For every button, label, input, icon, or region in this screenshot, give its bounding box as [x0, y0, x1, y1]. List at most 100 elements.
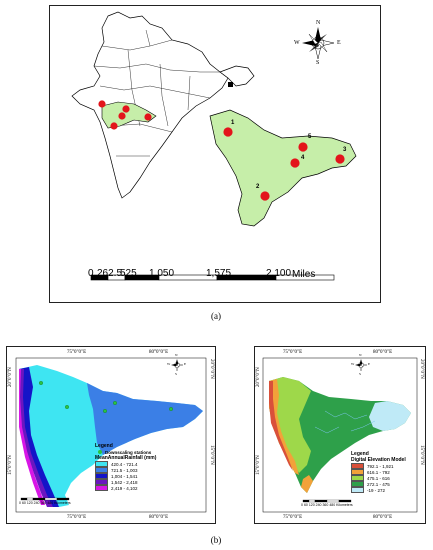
compass-a-w: W — [294, 40, 300, 46]
scale-tick-1575: 1,575 — [206, 268, 232, 279]
dem-scale-t3: 240 — [315, 503, 322, 507]
rain-station-1 — [39, 381, 43, 385]
panel-b-right-frame: 75°0"0"E 80°0"0"E 75°0"0"E 80°0"0"E 20°0… — [254, 346, 426, 524]
rain-class-5-label: 2,419 - 4,102 — [111, 485, 138, 491]
rain-swatch-3 — [95, 473, 108, 479]
rain-scale-t1: 60 — [21, 501, 26, 505]
study-basin-zoomed — [209, 109, 357, 227]
scale-bar-b-right — [302, 499, 352, 503]
station-1-marker — [223, 127, 233, 137]
dem-legend-class-1: 792.1 - 1,921 — [351, 463, 406, 469]
panel-a-map — [71, 11, 357, 281]
rain-legend: Legend Downscaling stations MeanAnnualRa… — [95, 443, 156, 491]
panel-b-left-frame: 75°0"0"E 80°0"0"E 75°0"0"E 80°0"0"E 20°0… — [6, 346, 216, 524]
scale-unit-miles: Miles — [292, 269, 316, 280]
caption-b: (b) — [210, 535, 222, 545]
dem-legend: Legend Digital Elevation Model 792.1 - 1… — [351, 451, 406, 493]
rain-left-tick-2: 15°0"0"N — [8, 455, 13, 475]
dem-class-3-label: 475.1 - 616 — [367, 475, 390, 481]
station-2-marker — [260, 191, 270, 201]
dem-swatch-4 — [351, 481, 364, 487]
scale-tick-262: 262.5 — [97, 268, 123, 279]
rain-scale-t0: 0 — [19, 501, 21, 505]
compass-bl-s: S — [175, 372, 177, 376]
compass-b-right — [355, 359, 368, 372]
rain-left-tick-1: 20°0"0"N — [8, 367, 13, 387]
india-outline — [71, 11, 229, 199]
rainfall-map — [15, 357, 207, 513]
dem-right-tick-1: 20°0"0"N — [419, 359, 424, 379]
rain-station-3 — [103, 409, 107, 413]
dem-legend-subtitle: Digital Elevation Model — [351, 457, 406, 463]
rain-top-tick-2: 80°0"0"E — [149, 350, 169, 355]
dem-legend-class-2: 616.1 - 792 — [351, 469, 406, 475]
dem-top-tick-2: 80°0"0"E — [373, 350, 393, 355]
compass-bl-w: W — [167, 362, 171, 366]
station-5-label: 5 — [308, 134, 312, 140]
dem-scale-t2: 120 — [308, 503, 315, 507]
compass-a — [302, 27, 335, 60]
dem-legend-class-3: 475.1 - 616 — [351, 475, 406, 481]
rain-legend-class-1: 420.4 - 721.4 — [95, 461, 156, 467]
rain-bottom-tick-1: 75°0"0"E — [67, 515, 87, 520]
rain-scale-t2: 120 — [26, 501, 33, 505]
scale-tick-2100: 2,100 — [266, 268, 292, 279]
rain-legend-class-3: 1,004 - 1,541 — [95, 473, 156, 479]
compass-a-s: S — [316, 60, 320, 66]
dem-map — [262, 357, 418, 513]
compass-br-n: N — [359, 353, 362, 357]
rain-station-2 — [65, 405, 69, 409]
rain-swatch-5 — [95, 485, 108, 491]
rain-zone-3 — [19, 367, 59, 507]
compass-br-w: W — [351, 362, 355, 366]
rain-class-4-label: 1,542 - 2,418 — [111, 479, 138, 485]
rain-legend-title: Legend — [95, 443, 113, 449]
compass-a-e: E — [337, 40, 341, 46]
rain-top-tick-1: 75°0"0"E — [67, 350, 87, 355]
inset-marker — [228, 82, 233, 87]
rain-legend-stations: Downscaling stations — [95, 449, 156, 455]
dem-scale-t4: 360 — [322, 503, 329, 507]
station-2-label: 2 — [256, 184, 260, 190]
panel-a-frame: 1 2 3 4 5 N S W E 0 262.5 525 1,050 1,57… — [49, 5, 381, 303]
dem-scale-ticks: 0 60 120 240 360 480 Kilometers — [301, 503, 353, 507]
rain-swatch-4 — [95, 479, 108, 485]
dem-scale-unit: Kilometers — [336, 503, 353, 507]
rain-legend-station-label: Downscaling stations — [105, 449, 152, 455]
rain-right-tick-2: 15°0"0"N — [209, 445, 214, 465]
station-5-marker — [298, 142, 308, 152]
dem-class-1-label: 792.1 - 1,921 — [367, 463, 394, 469]
dem-class-4-label: 272.1 - 475 — [367, 481, 390, 487]
compass-bl-n: N — [175, 353, 178, 357]
dem-class-2-label: 616.1 - 792 — [367, 469, 390, 475]
rain-station-5 — [169, 407, 173, 411]
rain-swatch-2 — [95, 467, 108, 473]
dem-legend-class-5: -19 - 272 — [351, 487, 406, 493]
rain-station-4 — [113, 401, 117, 405]
rain-right-tick-1: 20°0"0"N — [209, 359, 214, 379]
compass-br-s: S — [359, 372, 361, 376]
compass-a-n: N — [316, 20, 321, 26]
rain-scale-t3: 240 — [33, 501, 40, 505]
rain-zone-2 — [87, 383, 203, 455]
station-1-label: 1 — [231, 120, 235, 126]
rain-class-2-label: 721.5 - 1,003 — [111, 467, 138, 473]
rain-zone-5 — [19, 369, 45, 505]
dem-scale-t1: 60 — [303, 503, 308, 507]
dem-swatch-1 — [351, 463, 364, 469]
rain-scale-t4: 360 — [40, 501, 47, 505]
study-basin-small — [101, 101, 157, 129]
compass-b-left — [171, 359, 184, 372]
northeast-outline — [219, 65, 255, 87]
rain-swatch-1 — [95, 461, 108, 467]
rain-zone-4 — [19, 369, 53, 507]
station-4-marker — [290, 158, 300, 168]
compass-bl-e: E — [184, 362, 187, 366]
rain-scale-unit: Kilometers — [54, 501, 71, 505]
station-3-label: 3 — [343, 147, 347, 153]
rain-class-1-label: 420.4 - 721.4 — [111, 461, 138, 467]
scale-bar-b-left — [20, 497, 70, 501]
rain-legend-class-5: 2,419 - 4,102 — [95, 485, 156, 491]
rain-legend-subtitle: MeanAnnualRainfall (mm) — [95, 455, 157, 461]
dem-top-tick-1: 75°0"0"E — [283, 350, 303, 355]
